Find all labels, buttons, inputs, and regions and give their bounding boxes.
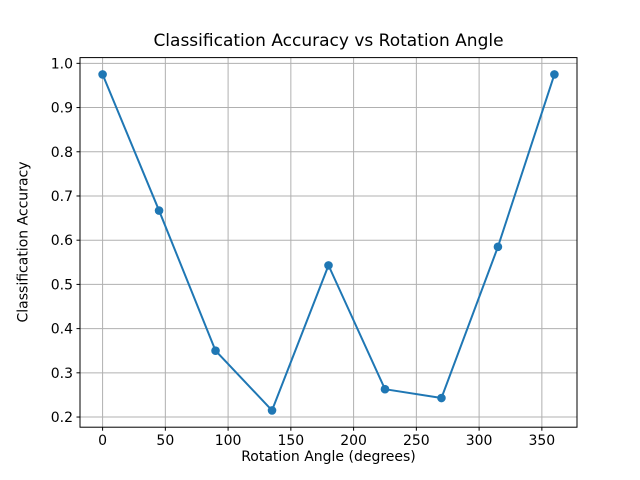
x-tick-label: 0: [98, 433, 107, 449]
x-tick-label: 350: [528, 433, 555, 449]
data-point: [380, 384, 390, 394]
data-point: [493, 242, 503, 252]
x-tick-label: 150: [277, 433, 304, 449]
data-line: [101, 73, 556, 412]
y-tick-label: 1.0: [51, 56, 73, 72]
chart-title: Classification Accuracy vs Rotation Angl…: [153, 31, 504, 51]
x-axis-label: Rotation Angle (degrees): [241, 449, 416, 465]
data-point: [267, 406, 277, 415]
data-point: [154, 206, 164, 215]
data-point: [324, 261, 333, 270]
data-point: [437, 393, 446, 403]
y-tick-label: 0.7: [51, 189, 73, 205]
y-tick-label: 0.8: [51, 145, 73, 161]
x-tick-label: 100: [215, 433, 242, 449]
x-tick-label: 50: [156, 433, 174, 449]
data-point: [550, 70, 559, 79]
y-tick-label: 0.4: [51, 322, 73, 338]
y-tick-label: 0.2: [51, 410, 73, 426]
y-axis-label: Classification Accuracy: [15, 161, 32, 323]
y-tick-label: 0.9: [51, 101, 73, 117]
data-point: [211, 346, 220, 356]
data-point: [98, 70, 107, 79]
axes-border: [79, 57, 578, 428]
x-tick-label: 250: [403, 433, 430, 449]
y-tick-label: 0.6: [51, 233, 73, 249]
x-tick-label: 200: [340, 433, 367, 449]
y-tick-label: 0.3: [51, 366, 73, 382]
y-tick-label: 0.5: [51, 277, 73, 293]
x-tick-label: 300: [466, 433, 493, 449]
